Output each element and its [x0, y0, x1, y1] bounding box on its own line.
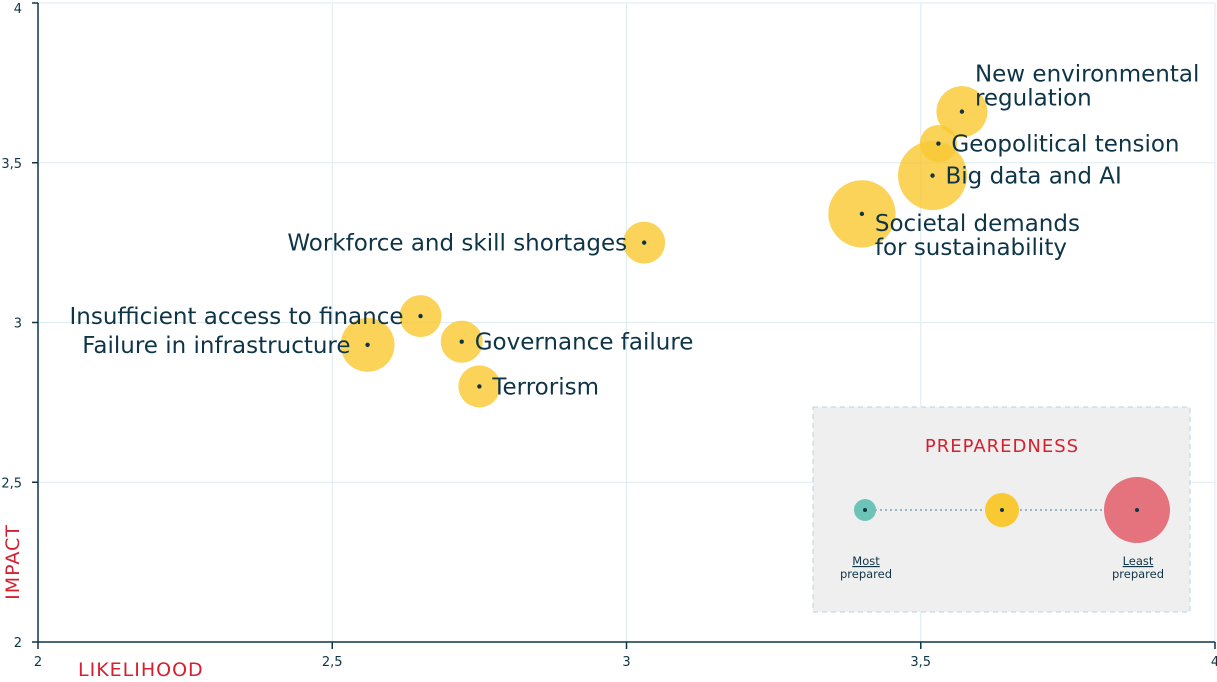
data-label-line: Big data and AI: [946, 164, 1122, 190]
data-label-line: Societal demands: [875, 211, 1080, 237]
y-tick-label: 2,5: [1, 476, 22, 491]
legend-label-line: prepared: [1112, 567, 1164, 581]
x-tick-label: 3: [622, 655, 630, 670]
legend-bubble-center-dot: [1000, 508, 1004, 512]
bubble-center-dot: [418, 313, 423, 319]
bubble-center-dot: [959, 109, 965, 114]
y-axis-label: IMPACT: [2, 524, 24, 600]
bubble-center-dot: [641, 240, 647, 245]
legend-label-line: prepared: [840, 567, 892, 581]
legend-label-line: Most: [852, 554, 880, 568]
data-label: Geopolitical tension: [951, 132, 1179, 158]
x-tick-label: 4: [1211, 655, 1217, 670]
data-labels: New environmental regulation Geopolitical …: [70, 62, 1200, 401]
y-tick-label: 3,5: [1, 157, 22, 172]
x-tick-label: 3,5: [910, 655, 931, 670]
data-label: Failure in infrastructure: [82, 333, 350, 359]
data-label: Governance failure: [475, 330, 694, 356]
bubble-center-dot: [365, 342, 370, 348]
data-label-line: New environmental: [975, 62, 1199, 88]
legend-samples: [854, 477, 1170, 543]
data-label-line: for sustainability: [875, 235, 1067, 261]
bubble-center-dot: [930, 173, 935, 178]
legend-title: PREPAREDNESS: [925, 436, 1079, 457]
data-label-line: Workforce and skill shortages: [287, 231, 627, 257]
bubble-center-dot: [459, 339, 464, 344]
data-label: Insufficient access to finance: [70, 304, 404, 330]
data-label-line: Insufficient access to finance: [70, 304, 404, 330]
bubble-center-dot: [859, 211, 865, 217]
data-label-line: regulation: [975, 86, 1092, 112]
y-tick-label: 4: [14, 2, 22, 17]
data-label: Workforce and skill shortages: [287, 231, 627, 257]
data-label: New environmental regulation: [975, 62, 1199, 112]
grid-lines: [38, 2, 1216, 642]
data-label-line: Terrorism: [491, 374, 599, 400]
bubble-center-dot: [936, 141, 941, 146]
x-tick-label: 2: [34, 655, 42, 670]
y-tick-label: 3: [14, 317, 22, 332]
data-points: [340, 86, 988, 408]
data-label: Big data and AI: [946, 164, 1122, 190]
legend-bubble-center-dot: [1135, 508, 1139, 512]
bubble-center-dot: [477, 384, 482, 389]
x-axis-label: LIKELIHOOD: [78, 659, 204, 681]
data-label-line: Governance failure: [475, 330, 694, 356]
data-label: Terrorism: [491, 374, 599, 400]
x-tick-label: 2,5: [322, 655, 343, 670]
legend-bubble-center-dot: [863, 508, 867, 512]
legend-label-line: Least: [1123, 554, 1154, 568]
data-label-line: Geopolitical tension: [951, 132, 1179, 158]
data-label: Societal demands for sustainability: [875, 211, 1080, 261]
y-tick-label: 2: [14, 636, 22, 651]
data-label-line: Failure in infrastructure: [82, 333, 350, 359]
